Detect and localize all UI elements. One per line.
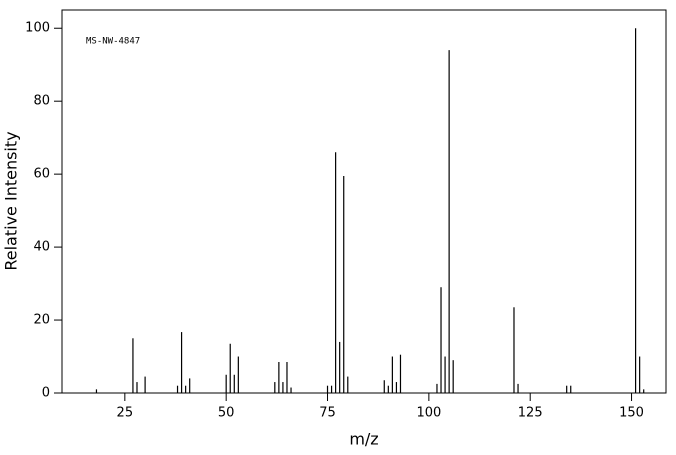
x-axis-label: m/z <box>349 430 378 449</box>
x-tick-label: 100 <box>416 406 441 421</box>
y-tick-label: 60 <box>33 167 50 182</box>
x-tick-label: 125 <box>518 406 543 421</box>
y-tick-label: 100 <box>25 21 50 36</box>
plot-frame <box>61 9 667 394</box>
annotation: MS-NW-4847 <box>86 37 140 47</box>
y-tick-label: 80 <box>33 94 50 109</box>
y-tick-label: 0 <box>42 386 50 401</box>
x-tick-label: 75 <box>319 406 336 421</box>
x-tick-label: 50 <box>218 406 235 421</box>
y-tick-label: 20 <box>33 313 50 328</box>
y-axis-label: Relative Intensity <box>2 131 21 270</box>
x-tick-label: 150 <box>619 406 644 421</box>
y-tick-label: 40 <box>33 240 50 255</box>
x-tick-label: 25 <box>117 406 134 421</box>
